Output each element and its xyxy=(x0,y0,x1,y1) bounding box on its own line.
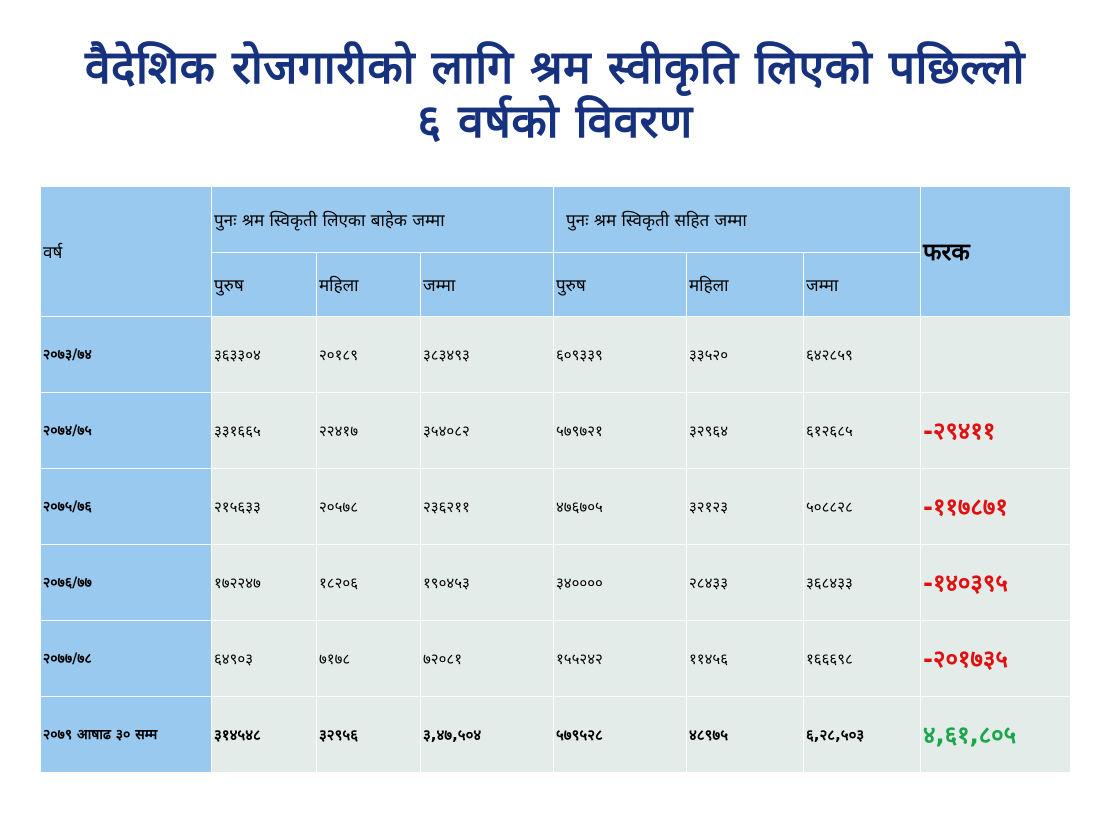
header-row-2: पुरुष महिला जम्मा पुरुष महिला जम्मा xyxy=(41,252,1071,317)
male-incl-cell: १५५२४२ xyxy=(553,620,687,697)
table-row: २०७७/७८ ६४९०३ ७१७८ ७२०८१ १५५२४२ ११४५६ १६… xyxy=(40,620,1072,697)
total-incl-cell: १६६६९८ xyxy=(802,620,922,697)
total-incl-cell: ५०८८२८ xyxy=(802,468,922,545)
year-cell: २०७६/७७ xyxy=(40,544,212,621)
male-excl-cell: १७२२४७ xyxy=(211,544,317,621)
sub-header-female-2: महिला xyxy=(686,252,804,317)
male-incl-cell: ५७९५२८ xyxy=(553,696,687,773)
year-cell: २०७३/७४ xyxy=(40,316,212,393)
sub-header-total-1: जम्मा xyxy=(420,252,554,317)
table-row: २०७४/७५ ३३१६६५ २२४१७ ३५४०८२ ५७९७२१ ३२९६४… xyxy=(40,392,1072,469)
total-excl-cell: ३५४०८२ xyxy=(420,392,554,469)
total-incl-cell: ६,२८,५०३ xyxy=(802,696,922,773)
male-excl-cell: २१५६३३ xyxy=(211,468,317,545)
sub-header-male-2: पुरुष xyxy=(553,252,687,317)
female-incl-cell: ३२१२३ xyxy=(686,468,804,545)
total-incl-cell: ६४२८५९ xyxy=(802,316,922,393)
col-difference-header: फरक xyxy=(920,186,1072,317)
page-title: वैदेशिक रोजगारीको लागि श्रम स्वीकृति लिए… xyxy=(0,40,1110,148)
table-row: २०७३/७४ ३६३३०४ २०१८९ ३८३४९३ ६०९३३९ ३३५२०… xyxy=(40,316,1072,393)
year-cell: २०७४/७५ xyxy=(40,392,212,469)
total-excl-cell: ७२०८१ xyxy=(420,620,554,697)
sub-header-female-1: महिला xyxy=(316,252,421,317)
total-excl-cell: ३८३४९३ xyxy=(420,316,554,393)
female-incl-cell: २८४३३ xyxy=(686,544,804,621)
difference-cell: -२९४११ xyxy=(920,392,1072,469)
group-excluding-repermit-header: पुनः श्रम स्विकृती लिएका बाहेक जम्मा xyxy=(211,186,554,253)
female-excl-cell: २२४१७ xyxy=(316,392,421,469)
total-excl-cell: २३६२११ xyxy=(420,468,554,545)
female-excl-cell: २०१८९ xyxy=(316,316,421,393)
female-excl-cell: २०५७८ xyxy=(316,468,421,545)
year-cell: २०७७/७८ xyxy=(40,620,212,697)
sub-header-total-2: जम्मा xyxy=(802,252,922,317)
difference-cell: -२०१७३५ xyxy=(920,620,1072,697)
header-row-1: वर्ष पुनः श्रम स्विकृती लिएका बाहेक जम्म… xyxy=(40,186,1072,317)
difference-cell: ४,६१,८०५ xyxy=(920,696,1072,773)
total-incl-cell: ६१२६८५ xyxy=(802,392,922,469)
female-excl-cell: ३२९५६ xyxy=(316,696,421,773)
male-incl-cell: ६०९३३९ xyxy=(553,316,687,393)
total-incl-cell: ३६८४३३ xyxy=(802,544,922,621)
male-excl-cell: ३६३३०४ xyxy=(211,316,317,393)
total-excl-cell: १९०४५३ xyxy=(420,544,554,621)
male-excl-cell: ३३१६६५ xyxy=(211,392,317,469)
male-excl-cell: ६४९०३ xyxy=(211,620,317,697)
group-including-repermit-header: पुनः श्रम स्विकृती सहित जम्मा xyxy=(552,186,922,253)
page-title-line-2: ६ वर्षको विवरण xyxy=(417,94,693,148)
male-incl-cell: ५७९७२१ xyxy=(553,392,687,469)
table-row: २०७५/७६ २१५६३३ २०५७८ २३६२११ ४७६७०५ ३२१२३… xyxy=(40,468,1072,545)
male-excl-cell: ३१४५४८ xyxy=(211,696,317,773)
sub-header-male-1: पुरुष xyxy=(211,252,317,317)
difference-cell xyxy=(920,316,1072,393)
female-excl-cell: १८२०६ xyxy=(316,544,421,621)
female-incl-cell: ३३५२० xyxy=(686,316,804,393)
difference-cell: -११७८७१ xyxy=(920,468,1072,545)
female-excl-cell: ७१७८ xyxy=(316,620,421,697)
labor-permit-table: वर्ष पुनः श्रम स्विकृती लिएका बाहेक जम्म… xyxy=(40,186,1072,773)
male-incl-cell: ४७६७०५ xyxy=(553,468,687,545)
year-cell: २०७९ आषाढ ३० सम्म xyxy=(40,696,212,773)
table-row: २०७६/७७ १७२२४७ १८२०६ १९०४५३ ३४०००० २८४३३… xyxy=(40,544,1072,621)
table-row: २०७९ आषाढ ३० सम्म ३१४५४८ ३२९५६ ३,४७,५०४ … xyxy=(40,696,1072,773)
female-incl-cell: ४८९७५ xyxy=(686,696,804,773)
female-incl-cell: ११४५६ xyxy=(686,620,804,697)
difference-cell: -१४०३९५ xyxy=(920,544,1072,621)
year-cell: २०७५/७६ xyxy=(40,468,212,545)
female-incl-cell: ३२९६४ xyxy=(686,392,804,469)
total-excl-cell: ३,४७,५०४ xyxy=(420,696,554,773)
page-title-line-1: वैदेशिक रोजगारीको लागि श्रम स्वीकृति लिए… xyxy=(84,40,1025,94)
male-incl-cell: ३४०००० xyxy=(553,544,687,621)
col-year-header: वर्ष xyxy=(40,186,212,317)
